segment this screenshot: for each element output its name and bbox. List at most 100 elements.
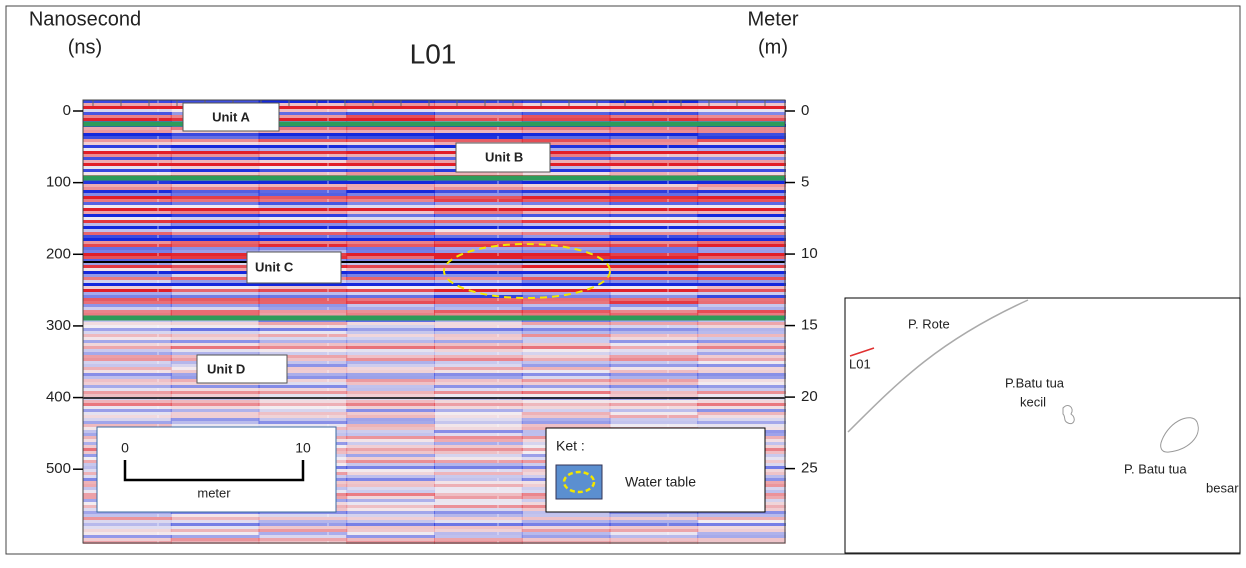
- radar-stripe: [697, 244, 786, 247]
- radar-stripe: [521, 286, 611, 289]
- radar-stripe: [258, 193, 348, 196]
- radar-stripe: [346, 358, 435, 361]
- radar-stripe: [434, 304, 523, 307]
- radar-stripe: [170, 232, 260, 235]
- radar-stripe: [697, 367, 786, 370]
- radar-stripe: [170, 307, 260, 310]
- radar-stripe: [434, 250, 523, 253]
- radar-stripe: [609, 229, 699, 232]
- radar-stripe: [170, 391, 260, 394]
- radar-stripe: [258, 412, 348, 415]
- radar-stripe: [83, 331, 172, 334]
- radar-stripe: [434, 514, 523, 517]
- overlay: Unit A Unit B Unit C Unit D 0 10 meter K…: [82, 99, 786, 544]
- radar-stripe: [521, 409, 611, 412]
- radar-stripe: [258, 355, 348, 358]
- radar-stripe: [83, 256, 172, 259]
- radar-stripe: [83, 313, 172, 316]
- radar-stripe: [521, 412, 611, 415]
- radar-stripe: [83, 298, 172, 301]
- radar-stripe: [521, 520, 611, 523]
- radar-stripe: [83, 220, 172, 223]
- survey-line: [849, 347, 875, 357]
- radar-stripe: [83, 244, 172, 247]
- radar-stripe: [610, 424, 699, 427]
- radar-stripe: [346, 415, 435, 418]
- radar-stripe: [697, 301, 786, 304]
- radar-stripe: [170, 133, 260, 136]
- radar-stripe: [258, 214, 348, 217]
- radar-stripe: [521, 538, 611, 541]
- radar-stripe: [346, 349, 435, 352]
- radar-stripe: [521, 232, 611, 235]
- radar-stripe: [609, 199, 699, 202]
- radar-stripe: [346, 217, 435, 220]
- radar-stripe: [609, 190, 699, 193]
- radar-stripe: [170, 274, 260, 277]
- radar-stripe: [609, 403, 699, 406]
- radar-stripe: [697, 523, 786, 526]
- radar-stripe: [170, 142, 260, 145]
- radar-stripe: [170, 283, 260, 286]
- radar-stripe: [258, 391, 348, 394]
- radar-stripe: [346, 166, 435, 169]
- radar-stripe: [522, 349, 611, 352]
- radar-stripe: [258, 373, 348, 376]
- radar-stripe: [521, 250, 611, 253]
- radar-stripe: [697, 271, 786, 274]
- radar-stripe: [697, 373, 786, 376]
- radar-stripe: [434, 301, 523, 304]
- radar-stripe: [83, 229, 172, 232]
- radar-stripe: [521, 346, 611, 349]
- radar-stripe: [83, 259, 172, 262]
- radar-stripe: [170, 139, 260, 142]
- radar-stripe: [609, 352, 699, 355]
- radar-stripe: [434, 259, 523, 262]
- radar-stripe: [697, 172, 786, 175]
- radar-stripe: [346, 472, 435, 475]
- map-label: besar: [1206, 480, 1239, 495]
- radar-stripe: [434, 109, 523, 112]
- radar-stripe: [609, 139, 699, 142]
- radar-stripe: [434, 298, 523, 301]
- radar-stripe: [258, 145, 348, 148]
- radar-stripe: [697, 241, 786, 244]
- radar-stripe: [170, 343, 260, 346]
- radar-stripe: [434, 379, 523, 382]
- radar-stripe: [609, 196, 699, 199]
- radar-stripe: [697, 331, 786, 334]
- radar-stripe: [434, 190, 523, 193]
- radar-stripe: [258, 130, 348, 133]
- radar-stripe: [346, 439, 435, 442]
- radar-stripe: [521, 109, 611, 112]
- radar-stripe: [346, 370, 435, 373]
- radar-stripe: [83, 529, 172, 532]
- radar-stripe: [697, 238, 786, 241]
- radar-stripe: [521, 136, 611, 139]
- radar-stripe: [346, 475, 435, 478]
- radar-stripe: [434, 307, 523, 310]
- radar-stripe: [434, 103, 523, 106]
- radar-stripe: [609, 517, 699, 520]
- radar-stripe: [609, 526, 699, 529]
- radar-stripe: [170, 538, 260, 541]
- radar-stripe: [521, 277, 611, 280]
- radar-stripe: [434, 184, 523, 187]
- radar-stripe: [434, 493, 523, 496]
- radar-stripe: [521, 352, 611, 355]
- radar-stripe: [170, 214, 260, 217]
- radar-stripe: [609, 304, 699, 307]
- radar-stripe: [434, 400, 523, 403]
- radar-stripe: [434, 118, 523, 121]
- radar-stripe: [171, 286, 260, 289]
- radar-stripe: [346, 256, 435, 259]
- radar-stripe: [170, 247, 260, 250]
- radar-stripe: [258, 112, 348, 115]
- radar-stripe: [258, 205, 348, 208]
- radar-stripe: [83, 373, 172, 376]
- radar-stripe: [521, 142, 611, 145]
- radar-stripe: [83, 148, 172, 151]
- radar-stripe: [346, 286, 435, 289]
- radar-stripe: [434, 361, 523, 364]
- radar-stripe: [346, 181, 435, 184]
